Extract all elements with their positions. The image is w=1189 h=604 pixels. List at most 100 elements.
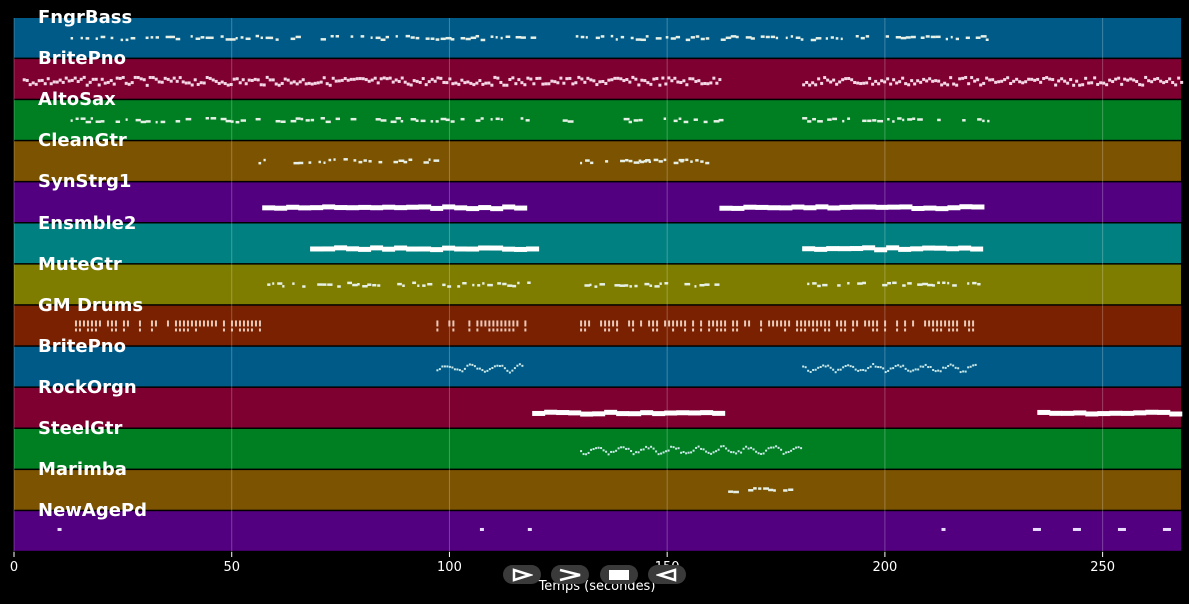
note-event xyxy=(588,320,591,327)
note-event xyxy=(380,119,387,122)
track-name-label: Marimba xyxy=(38,459,127,481)
forward-button[interactable] xyxy=(551,565,589,584)
note-event xyxy=(40,78,44,82)
note-event xyxy=(832,78,836,82)
note-event xyxy=(240,36,244,39)
note-event xyxy=(368,160,372,163)
track-lane xyxy=(14,387,1181,428)
note-event xyxy=(765,35,770,39)
note-event xyxy=(714,283,720,286)
note-event xyxy=(246,320,249,327)
note-event xyxy=(125,118,128,121)
note-event xyxy=(234,320,237,327)
note-event xyxy=(730,451,733,454)
note-event xyxy=(1174,83,1178,87)
track-lanes xyxy=(14,18,1181,551)
note-event xyxy=(433,159,440,162)
note-event xyxy=(702,448,705,451)
note-event xyxy=(520,36,526,39)
play-button[interactable] xyxy=(503,565,541,584)
note-event xyxy=(673,76,677,80)
note-event xyxy=(470,36,477,40)
note-event xyxy=(1135,79,1139,83)
note-event xyxy=(506,369,509,372)
note-event xyxy=(400,76,404,80)
note-event xyxy=(500,328,503,332)
note-event xyxy=(883,80,887,84)
note-event xyxy=(515,35,522,39)
note-event xyxy=(585,159,590,162)
note-event xyxy=(775,36,779,40)
note-event xyxy=(169,79,173,83)
note-event xyxy=(852,328,855,332)
note-event xyxy=(136,76,140,80)
note-event xyxy=(804,366,807,369)
note-event xyxy=(526,246,540,252)
note-event xyxy=(463,81,467,85)
note-event xyxy=(968,320,971,327)
note-event xyxy=(335,117,341,121)
note-event xyxy=(892,281,897,285)
note-event xyxy=(747,447,750,450)
note-event xyxy=(688,410,702,416)
note-event xyxy=(370,78,374,82)
note-event xyxy=(410,118,417,121)
note-event xyxy=(894,365,897,368)
note-event xyxy=(1120,82,1124,86)
note-event xyxy=(112,82,116,86)
note-event xyxy=(695,35,700,38)
note-event xyxy=(664,82,668,86)
note-event xyxy=(547,82,551,86)
note-event xyxy=(791,204,805,210)
note-event xyxy=(783,489,788,492)
note-event xyxy=(931,79,935,83)
note-event xyxy=(649,284,653,287)
note-event xyxy=(828,328,831,332)
note-event xyxy=(343,77,347,81)
note-event xyxy=(442,283,446,287)
note-event xyxy=(812,117,816,121)
note-event xyxy=(627,447,630,450)
note-event xyxy=(322,204,336,210)
note-event xyxy=(810,38,817,42)
note-event xyxy=(43,82,47,86)
note-event xyxy=(1030,77,1034,81)
note-event xyxy=(482,282,485,285)
note-event xyxy=(907,369,910,372)
note-event xyxy=(240,119,247,122)
note-event xyxy=(912,117,916,121)
note-event xyxy=(295,82,299,86)
note-event xyxy=(634,77,638,81)
note-event xyxy=(1033,78,1037,82)
note-event xyxy=(232,77,236,81)
note-event xyxy=(408,158,413,162)
note-event xyxy=(909,370,912,373)
note-event xyxy=(868,76,872,80)
note-event xyxy=(904,328,907,332)
note-event xyxy=(665,450,668,453)
note-event xyxy=(812,369,815,372)
note-event xyxy=(661,76,665,80)
note-event xyxy=(532,410,546,416)
note-event xyxy=(480,38,486,42)
note-event xyxy=(688,77,692,81)
note-event xyxy=(790,35,794,38)
note-event xyxy=(694,285,697,288)
note-event xyxy=(458,369,461,372)
note-event xyxy=(930,35,936,39)
note-event xyxy=(382,204,396,210)
stop-button[interactable] xyxy=(600,565,638,584)
note-event xyxy=(1097,411,1111,417)
note-event xyxy=(614,284,621,287)
note-event xyxy=(946,246,960,252)
note-event xyxy=(927,366,930,369)
note-event xyxy=(616,328,619,332)
note-event xyxy=(598,80,602,84)
note-event xyxy=(712,320,715,327)
note-event xyxy=(812,282,817,285)
back-button[interactable] xyxy=(648,565,686,584)
note-event xyxy=(352,77,356,81)
note-event xyxy=(722,445,725,448)
note-event xyxy=(687,451,690,454)
note-event xyxy=(395,117,402,120)
